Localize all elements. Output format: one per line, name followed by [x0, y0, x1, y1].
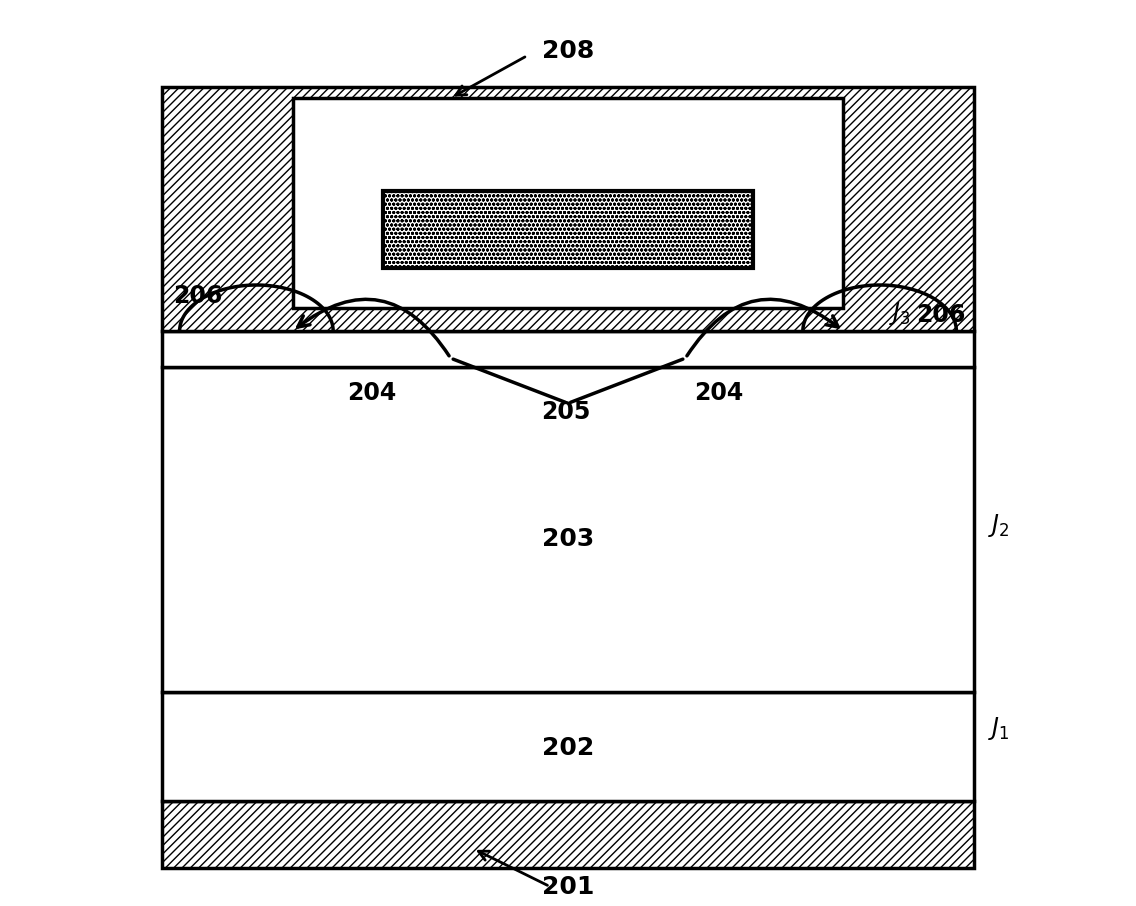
- Text: 202: 202: [542, 737, 594, 760]
- Text: 204: 204: [346, 381, 396, 405]
- Text: 206: 206: [916, 303, 966, 326]
- Bar: [383, 191, 753, 268]
- Bar: [292, 98, 844, 308]
- Text: 207: 207: [627, 217, 676, 241]
- Text: 208: 208: [542, 39, 594, 63]
- Bar: [161, 87, 975, 331]
- Text: 203: 203: [542, 526, 594, 551]
- Text: 206: 206: [174, 284, 223, 308]
- Bar: [161, 367, 975, 692]
- Text: 205: 205: [541, 400, 591, 424]
- Text: $J_2$: $J_2$: [988, 512, 1010, 539]
- Text: 201: 201: [542, 874, 594, 899]
- Bar: [161, 331, 975, 367]
- Text: 204: 204: [694, 381, 744, 405]
- Bar: [161, 692, 975, 801]
- Text: $J_1$: $J_1$: [988, 715, 1010, 742]
- Bar: [161, 801, 975, 869]
- Text: $J_3$: $J_3$: [888, 300, 911, 326]
